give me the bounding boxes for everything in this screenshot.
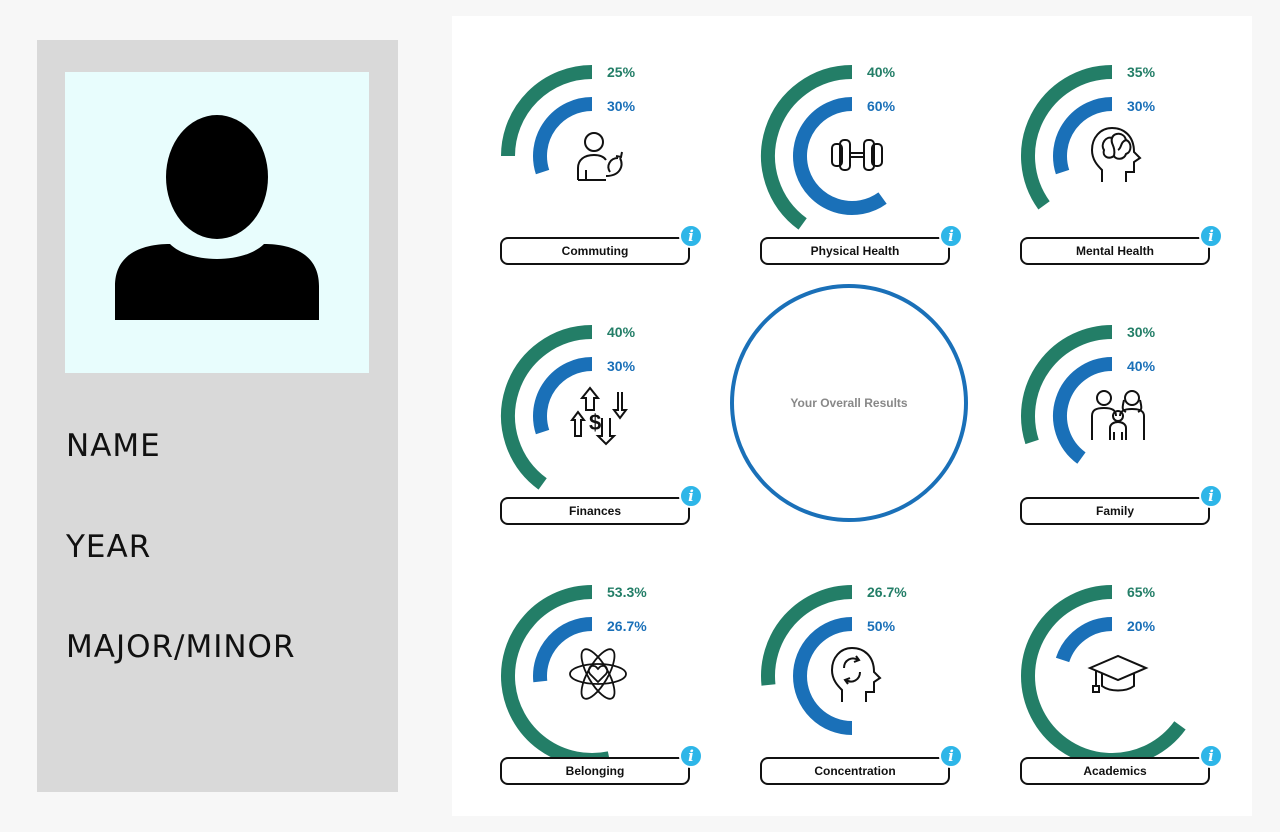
category-label: Family — [1020, 497, 1210, 525]
category-family: 30% 40% Family i — [982, 286, 1242, 546]
family-icon — [1091, 390, 1145, 440]
atom-heart-icon — [569, 648, 627, 700]
category-label: Belonging — [500, 757, 690, 785]
ring-chart — [1021, 65, 1113, 210]
inner-arc — [533, 617, 593, 683]
category-label: Academics — [1020, 757, 1210, 785]
outer-arc — [1021, 325, 1113, 445]
info-icon[interactable]: i — [1199, 484, 1223, 508]
info-icon[interactable]: i — [1199, 224, 1223, 248]
outer-arc — [501, 65, 593, 157]
ring-chart — [761, 65, 887, 230]
outer-arc — [761, 65, 853, 230]
major-minor-label: MAJOR/MINOR — [66, 629, 296, 665]
svg-text:$: $ — [589, 410, 601, 435]
inner-arc — [533, 97, 593, 175]
category-concentration: 26.7% 50% Concentration i — [722, 546, 982, 806]
outer-arc — [1021, 65, 1113, 210]
avatar — [65, 72, 369, 373]
inner-arc — [1053, 357, 1113, 464]
commuter-icon — [577, 132, 623, 181]
outer-arc — [761, 585, 853, 686]
category-mental-health: 35% 30% Mental Health i — [982, 26, 1242, 286]
user-silhouette-icon — [115, 115, 319, 320]
inner-percent: 50% — [867, 618, 896, 634]
category-academics: 65% 20% Academics i — [982, 546, 1242, 806]
outer-arc — [1021, 585, 1186, 767]
ring-chart — [1021, 325, 1113, 464]
outer-percent: 30% — [1127, 324, 1156, 340]
info-icon[interactable]: i — [939, 744, 963, 768]
ring-chart — [501, 65, 593, 175]
inner-arc — [1055, 617, 1113, 663]
name-label: NAME — [66, 428, 161, 464]
outer-percent: 53.3% — [607, 584, 647, 600]
category-label: Finances — [500, 497, 690, 525]
outer-arc — [501, 325, 593, 490]
year-label: YEAR — [66, 529, 152, 565]
info-icon[interactable]: i — [679, 484, 703, 508]
graduation-cap-icon — [1087, 654, 1149, 693]
brain-head-icon — [1090, 126, 1142, 182]
category-finances: 40% 30% $ Finances i — [462, 286, 722, 546]
category-label: Concentration — [760, 757, 950, 785]
category-belonging: 53.3% 26.7% Belonging i — [462, 546, 722, 806]
inner-percent: 30% — [607, 358, 636, 374]
results-dashboard: 25% 30% Commuting i 40% 60% Physical Hea… — [452, 16, 1252, 816]
info-icon[interactable]: i — [679, 224, 703, 248]
outer-arc — [501, 585, 611, 767]
outer-percent: 40% — [607, 324, 636, 340]
profile-card: NAME YEAR MAJOR/MINOR — [37, 40, 398, 792]
info-icon[interactable]: i — [1199, 744, 1223, 768]
info-icon[interactable]: i — [939, 224, 963, 248]
category-commuting: 25% 30% Commuting i — [462, 26, 722, 286]
inner-arc — [533, 357, 593, 435]
money-flow-icon: $ — [570, 386, 628, 446]
outer-percent: 40% — [867, 64, 896, 80]
overall-results-circle[interactable]: Your Overall Results — [730, 284, 968, 522]
outer-percent: 25% — [607, 64, 636, 80]
ring-chart — [501, 325, 593, 490]
inner-percent: 30% — [1127, 98, 1156, 114]
category-label: Physical Health — [760, 237, 950, 265]
category-label: Mental Health — [1020, 237, 1210, 265]
inner-percent: 26.7% — [607, 618, 647, 634]
inner-percent: 60% — [867, 98, 896, 114]
overall-results-label: Your Overall Results — [790, 396, 908, 410]
ring-chart — [501, 585, 611, 767]
category-physical-health: 40% 60% Physical Health i — [722, 26, 982, 286]
inner-percent: 40% — [1127, 358, 1156, 374]
inner-arc — [1053, 97, 1113, 175]
info-icon[interactable]: i — [679, 744, 703, 768]
ring-chart — [761, 585, 853, 735]
category-label: Commuting — [500, 237, 690, 265]
outer-percent: 26.7% — [867, 584, 907, 600]
dumbbell-icon — [831, 139, 883, 171]
inner-arc — [793, 617, 853, 735]
outer-percent: 65% — [1127, 584, 1156, 600]
outer-percent: 35% — [1127, 64, 1156, 80]
inner-arc — [793, 97, 887, 215]
head-refresh-icon — [830, 646, 882, 702]
ring-chart — [1021, 585, 1186, 767]
inner-percent: 30% — [607, 98, 636, 114]
inner-percent: 20% — [1127, 618, 1156, 634]
